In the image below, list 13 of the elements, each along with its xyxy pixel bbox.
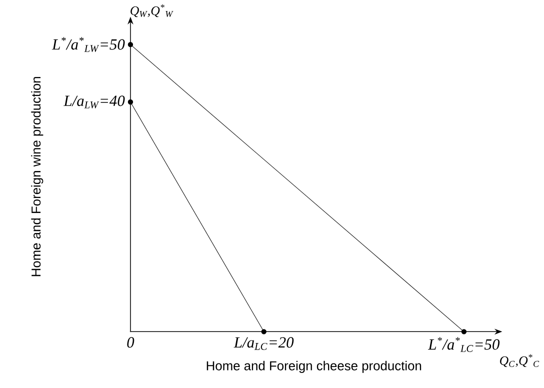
point bbox=[261, 328, 266, 334]
point bbox=[128, 42, 134, 47]
text: Q$_{C}$,Q$^{*}$C bbox=[500, 354, 540, 367]
x-axis-title: Home and Foreign cheese production bbox=[206, 360, 422, 373]
point bbox=[128, 99, 134, 104]
x-tick-label: 0 bbox=[127, 336, 134, 348]
text: Q$_{W}$,Q$^{*}$W bbox=[130, 4, 174, 17]
x-tick-label: L$^{*}$/a$^{*}$$_{LC}$=50 bbox=[428, 336, 500, 352]
point bbox=[461, 328, 467, 334]
y-tick-label: L/a$_{LW}$=40 bbox=[63, 95, 125, 108]
y-axis-title: Home and Foreign wine production bbox=[31, 76, 44, 276]
x-tick-label: L/a$_{LC}$=20 bbox=[234, 336, 294, 350]
y-tick-label: L$^{*}$/a$^{*}$$_{LW}$=50 bbox=[52, 36, 125, 52]
